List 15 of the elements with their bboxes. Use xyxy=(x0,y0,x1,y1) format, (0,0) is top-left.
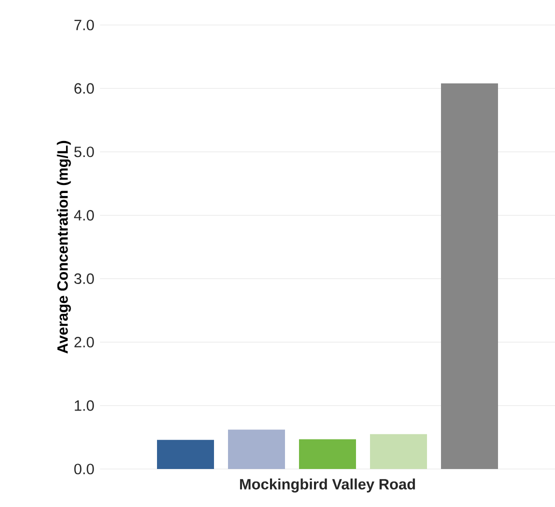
bar xyxy=(370,434,428,469)
y-tick-label: 1.0 xyxy=(74,400,94,411)
y-tick-label: 3.0 xyxy=(74,273,94,284)
y-axis-title: Average Concentration (mg/L) xyxy=(56,140,71,354)
y-tick-label: 5.0 xyxy=(74,146,94,158)
bar xyxy=(157,440,214,469)
y-tick-label: 2.0 xyxy=(74,336,94,348)
bar xyxy=(228,430,286,469)
bar xyxy=(441,83,498,469)
bar xyxy=(299,439,356,469)
y-tick-label: 0.0 xyxy=(74,464,94,474)
x-tick-label: Mockingbird Valley Road xyxy=(240,478,415,493)
y-tick-label: 7.0 xyxy=(74,20,94,30)
y-tick-label: 4.0 xyxy=(74,210,94,221)
y-tick-label: 6.0 xyxy=(74,83,94,94)
